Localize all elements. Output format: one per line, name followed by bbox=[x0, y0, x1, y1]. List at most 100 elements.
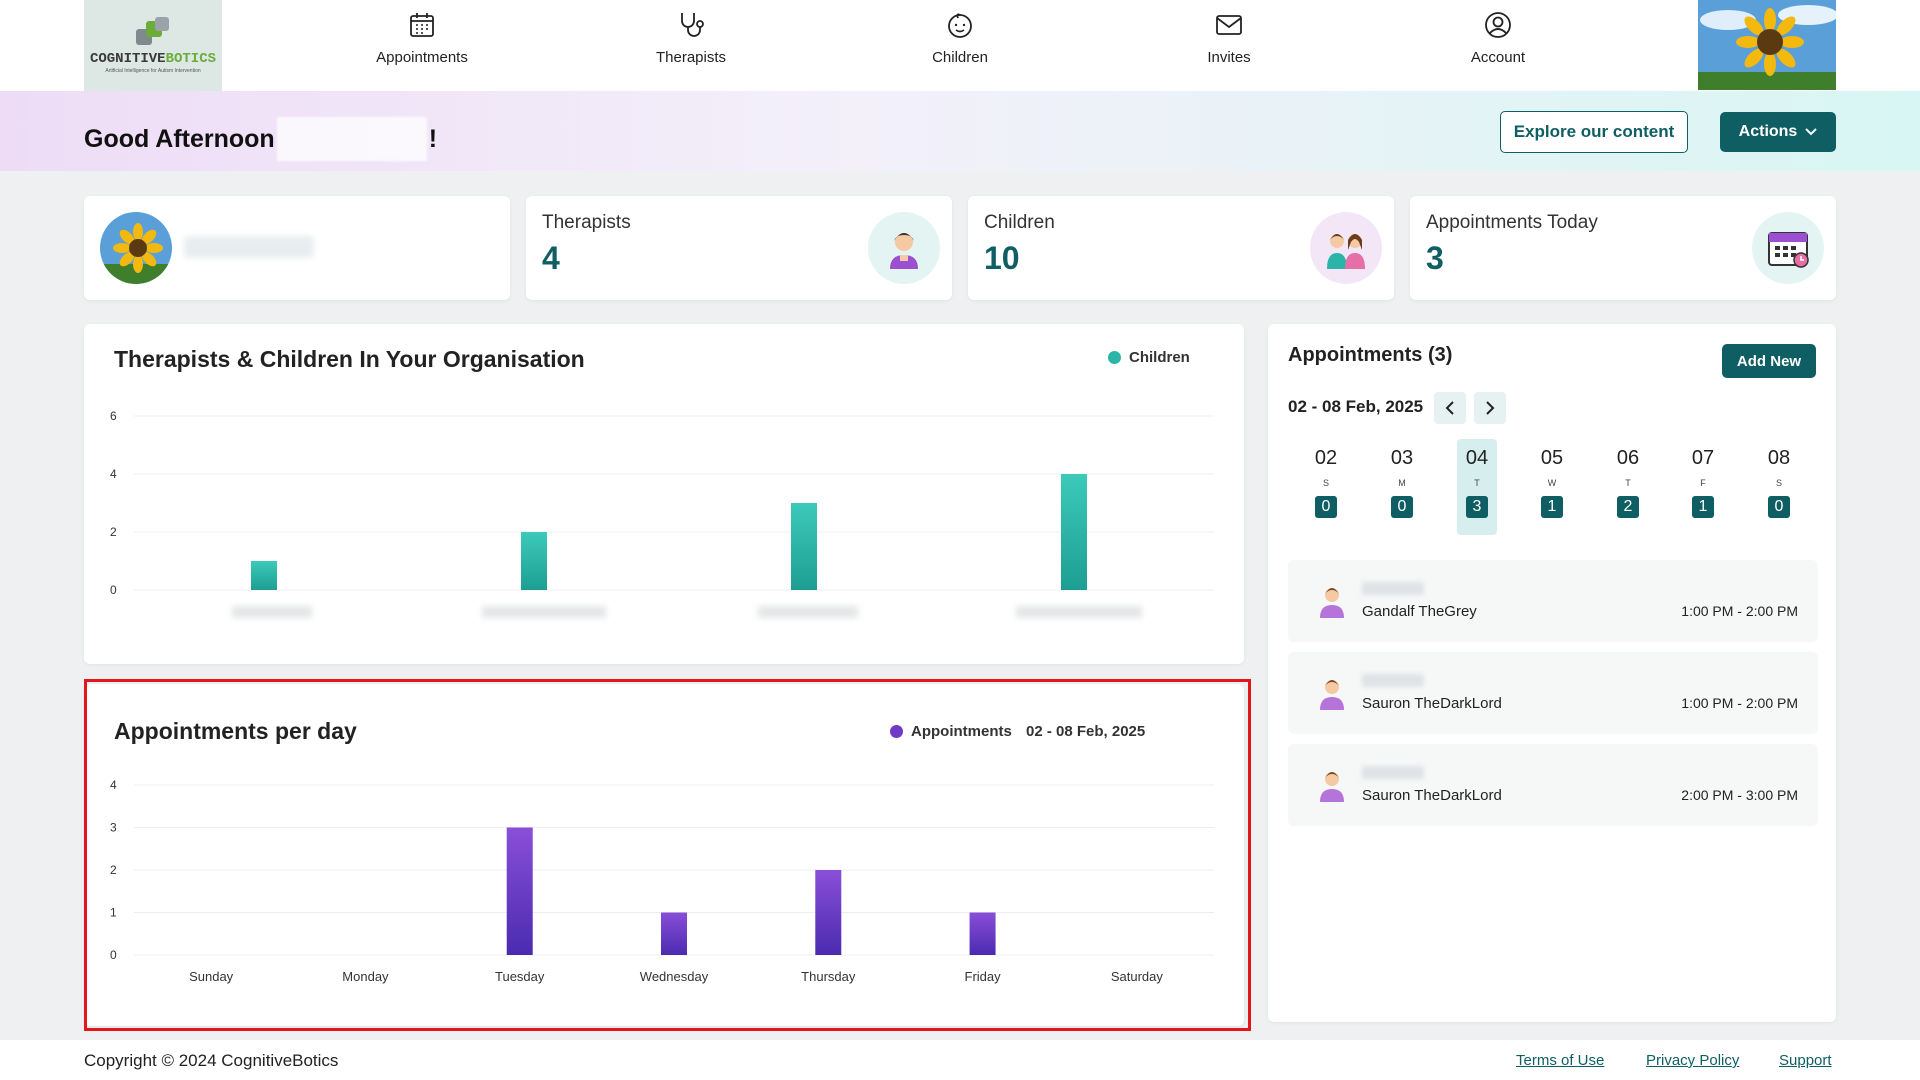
appointment-time: 1:00 PM - 2:00 PM bbox=[1681, 603, 1798, 619]
appointments-panel-title: Appointments (3) bbox=[1288, 344, 1453, 366]
day-count-badge: 0 bbox=[1768, 496, 1790, 518]
nav-label: Invites bbox=[1207, 49, 1251, 66]
nav-therapists[interactable]: Therapists bbox=[621, 10, 761, 72]
children-stat-card[interactable]: Children 10 bbox=[968, 196, 1394, 300]
child-avatar-icon bbox=[1320, 588, 1344, 618]
day-number: 06 bbox=[1616, 447, 1640, 469]
greeting-text: Good Afternoon ! bbox=[84, 117, 437, 161]
bar bbox=[661, 912, 687, 955]
appointments-per-day-panel: Appointments per day Appointments 02 - 0… bbox=[84, 684, 1244, 1026]
org-chart-panel: Therapists & Children In Your Organisati… bbox=[84, 324, 1244, 664]
appointments-today-stat-card[interactable]: Appointments Today 3 bbox=[1410, 196, 1836, 300]
add-new-button[interactable]: Add New bbox=[1722, 344, 1816, 378]
nav-label: Children bbox=[932, 49, 988, 66]
week-range: 02 - 08 Feb, 2025 bbox=[1288, 397, 1424, 416]
sunflower-avatar[interactable] bbox=[1698, 0, 1836, 90]
day-cell[interactable]: 07 F 1 bbox=[1683, 439, 1723, 535]
appointments-chart-legend[interactable]: Appointments bbox=[890, 723, 1012, 740]
children-icon bbox=[1310, 212, 1382, 284]
child-name-redacted bbox=[1362, 582, 1424, 595]
y-tick-label: 6 bbox=[110, 409, 117, 423]
organisation-card[interactable] bbox=[84, 196, 510, 300]
therapists-stat-card[interactable]: Therapists 4 bbox=[526, 196, 952, 300]
terms-link[interactable]: Terms of Use bbox=[1516, 1052, 1605, 1069]
user-name-redacted bbox=[276, 117, 427, 161]
copyright-text: Copyright © 2024 CognitiveBotics bbox=[84, 1051, 339, 1070]
support-link[interactable]: Support bbox=[1779, 1052, 1832, 1069]
nav-appointments[interactable]: Appointments bbox=[352, 10, 492, 72]
stat-label: Therapists bbox=[542, 212, 631, 233]
day-number: 02 bbox=[1314, 447, 1338, 469]
stethoscope-icon bbox=[681, 13, 704, 37]
x-label-redacted bbox=[232, 606, 312, 618]
x-tick-label: Wednesday bbox=[640, 969, 709, 984]
day-cell-selected[interactable]: 04 T 3 bbox=[1457, 439, 1497, 535]
previous-week-button[interactable] bbox=[1434, 392, 1466, 424]
x-tick-label: Saturday bbox=[1111, 969, 1164, 984]
day-number: 03 bbox=[1390, 447, 1414, 469]
weekday-letter: T bbox=[1625, 478, 1631, 488]
nav-invites[interactable]: Invites bbox=[1159, 10, 1299, 72]
appointment-time: 2:00 PM - 3:00 PM bbox=[1681, 787, 1798, 803]
stat-value: 4 bbox=[542, 240, 560, 276]
bar bbox=[251, 561, 277, 590]
appointment-time: 1:00 PM - 2:00 PM bbox=[1681, 695, 1798, 711]
appointments-bar-chart: 0 1 2 3 4 Sunday Monday Tuesday Wednesday Thursda… bbox=[110, 778, 1214, 984]
x-label-redacted bbox=[482, 606, 606, 618]
greeting-banner: Good Afternoon ! Explore our content Act… bbox=[0, 91, 1920, 171]
nav-label: Account bbox=[1470, 49, 1526, 66]
day-cell[interactable]: 08 S 0 bbox=[1759, 439, 1799, 535]
appointments-panel: Appointments (3) Add New 02 - 08 Feb, 20… bbox=[1268, 324, 1836, 1022]
y-tick-label: 0 bbox=[110, 583, 117, 597]
org-chart-legend[interactable]: Children bbox=[1108, 349, 1190, 366]
day-cell[interactable]: 05 W 1 bbox=[1532, 439, 1572, 535]
envelope-icon bbox=[1216, 15, 1242, 35]
appointment-item[interactable]: Gandalf TheGrey 1:00 PM - 2:00 PM bbox=[1288, 560, 1818, 642]
appointment-item[interactable]: Sauron TheDarkLord 1:00 PM - 2:00 PM bbox=[1288, 652, 1818, 734]
y-tick-label: 3 bbox=[110, 821, 117, 835]
organisation-avatar bbox=[100, 212, 172, 284]
day-count-badge: 1 bbox=[1692, 496, 1714, 518]
legend-dot bbox=[1108, 351, 1121, 364]
day-count-badge: 0 bbox=[1391, 496, 1413, 518]
nav-label: Appointments bbox=[376, 49, 468, 66]
therapist-name: Gandalf TheGrey bbox=[1362, 603, 1477, 620]
day-number: 05 bbox=[1540, 447, 1564, 469]
weekday-letter: S bbox=[1322, 478, 1329, 488]
weekday-letter: S bbox=[1775, 478, 1782, 488]
day-cell[interactable]: 02 S 0 bbox=[1306, 439, 1346, 535]
bar bbox=[1061, 474, 1087, 590]
cognitivebotics-logo[interactable]: COGNITIVEBOTICS Artificial Intelligence … bbox=[84, 0, 222, 91]
bar bbox=[815, 870, 842, 955]
child-avatar-icon bbox=[1320, 680, 1344, 710]
actions-button[interactable]: Actions bbox=[1720, 112, 1836, 152]
nav-label: Therapists bbox=[655, 49, 727, 66]
y-tick-label: 2 bbox=[110, 863, 117, 877]
privacy-link[interactable]: Privacy Policy bbox=[1646, 1052, 1740, 1069]
child-name-redacted bbox=[1362, 766, 1424, 779]
appointments-chart-title: Appointments per day bbox=[114, 718, 357, 744]
legend-label: Appointments bbox=[911, 723, 1012, 740]
day-cell[interactable]: 03 M 0 bbox=[1382, 439, 1422, 535]
day-count-badge: 0 bbox=[1315, 496, 1337, 518]
brand-tagline: Artificial Intelligence for Autism Inter… bbox=[105, 68, 201, 74]
appointment-item[interactable]: Sauron TheDarkLord 2:00 PM - 3:00 PM bbox=[1288, 744, 1818, 826]
stat-label: Appointments Today bbox=[1426, 212, 1598, 233]
day-number: 07 bbox=[1691, 447, 1715, 469]
chevron-right-icon bbox=[1486, 401, 1495, 415]
day-count-badge: 2 bbox=[1617, 496, 1639, 518]
x-label-redacted bbox=[1016, 606, 1142, 618]
calendar-badge-icon bbox=[1752, 212, 1824, 284]
child-name-redacted bbox=[1362, 674, 1424, 687]
y-tick-label: 0 bbox=[110, 948, 117, 962]
x-label-redacted bbox=[758, 606, 858, 618]
nav-account[interactable]: Account bbox=[1428, 10, 1568, 72]
day-cell[interactable]: 06 T 2 bbox=[1608, 439, 1648, 535]
org-chart-title: Therapists & Children In Your Organisati… bbox=[114, 346, 585, 372]
legend-dot bbox=[890, 725, 903, 738]
explore-content-button[interactable]: Explore our content bbox=[1500, 111, 1688, 153]
stat-value: 3 bbox=[1426, 240, 1444, 276]
next-week-button[interactable] bbox=[1474, 392, 1506, 424]
nav-children[interactable]: Children bbox=[890, 10, 1030, 72]
calendar-icon bbox=[410, 13, 434, 37]
